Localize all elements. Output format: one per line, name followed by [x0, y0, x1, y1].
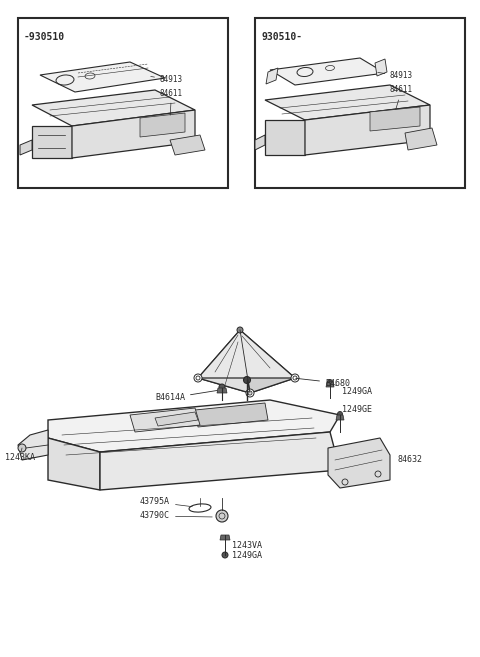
Text: 84913: 84913	[151, 76, 183, 85]
Polygon shape	[255, 135, 265, 150]
Text: B4680: B4680	[296, 378, 350, 388]
Text: 84611: 84611	[390, 85, 413, 109]
Polygon shape	[265, 85, 430, 120]
Polygon shape	[140, 113, 185, 137]
Circle shape	[327, 380, 333, 384]
Polygon shape	[18, 430, 48, 460]
Polygon shape	[48, 438, 100, 490]
Text: B4614A: B4614A	[155, 390, 217, 403]
Polygon shape	[32, 90, 195, 126]
Circle shape	[337, 411, 343, 417]
Circle shape	[222, 552, 228, 558]
Polygon shape	[32, 126, 72, 158]
Text: 1249GA: 1249GA	[335, 385, 372, 397]
Text: 930510-: 930510-	[261, 32, 302, 42]
Circle shape	[18, 444, 26, 452]
Polygon shape	[336, 415, 344, 420]
Polygon shape	[198, 330, 295, 378]
Polygon shape	[265, 120, 305, 155]
Text: 84611: 84611	[160, 89, 183, 115]
Polygon shape	[130, 408, 200, 432]
Polygon shape	[405, 128, 437, 150]
Polygon shape	[170, 135, 205, 155]
Polygon shape	[305, 105, 430, 155]
Polygon shape	[195, 403, 268, 427]
Text: 43790C: 43790C	[140, 512, 212, 520]
Circle shape	[246, 389, 254, 397]
Circle shape	[219, 384, 225, 390]
Bar	[18, 18, 228, 188]
Text: 1243VA: 1243VA	[232, 541, 262, 550]
Polygon shape	[370, 107, 420, 131]
Polygon shape	[326, 382, 334, 387]
Text: -930510: -930510	[24, 32, 65, 42]
Text: 1243KA: 1243KA	[5, 448, 35, 463]
Circle shape	[291, 374, 299, 382]
Text: 84913: 84913	[378, 72, 413, 81]
Polygon shape	[48, 400, 340, 452]
Bar	[255, 18, 465, 188]
Polygon shape	[20, 140, 32, 155]
Polygon shape	[270, 58, 385, 85]
Polygon shape	[266, 68, 278, 84]
Text: 1249GE: 1249GE	[342, 405, 372, 415]
Polygon shape	[198, 365, 295, 393]
Text: 84632: 84632	[398, 455, 423, 464]
Polygon shape	[220, 535, 230, 540]
Circle shape	[194, 374, 202, 382]
Polygon shape	[40, 62, 165, 92]
Circle shape	[237, 327, 243, 333]
Polygon shape	[375, 59, 387, 76]
Polygon shape	[155, 412, 198, 426]
Polygon shape	[328, 438, 390, 488]
Text: 43795A: 43795A	[140, 497, 192, 507]
Circle shape	[243, 376, 251, 384]
Polygon shape	[198, 330, 250, 393]
Polygon shape	[100, 432, 340, 490]
Circle shape	[216, 510, 228, 522]
Polygon shape	[240, 330, 295, 393]
Text: 1249GA: 1249GA	[232, 551, 262, 560]
Polygon shape	[217, 388, 227, 393]
Polygon shape	[72, 110, 195, 158]
